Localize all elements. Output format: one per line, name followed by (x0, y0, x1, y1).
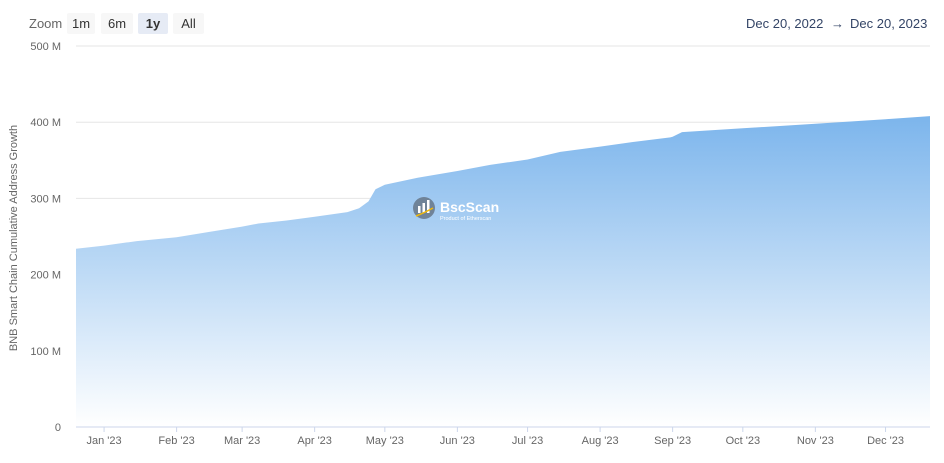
date-range-separator: → (831, 16, 844, 31)
zoom-button-label[interactable]: All (181, 16, 196, 31)
zoom-button-bg[interactable] (173, 13, 204, 34)
x-tick-label: Apr '23 (297, 435, 332, 447)
y-tick-label: 100 M (30, 346, 61, 358)
zoom-button-label[interactable]: 1y (146, 16, 161, 31)
y-tick-label: 400 M (30, 117, 61, 129)
logo-bar-2 (422, 203, 425, 213)
x-axis: Jan '23 Feb '23 Mar '23 Apr '23 May '23 Jun '… (87, 427, 904, 447)
bscscan-watermark: BscScan Product of Etherscan (413, 197, 499, 222)
x-tick-label: May '23 (366, 435, 404, 447)
y-tick-label: 0 (55, 422, 61, 434)
y-axis: 0 100 M 200 M 300 M 400 M 500 M (30, 41, 61, 434)
area-series (76, 116, 930, 427)
date-range: Dec 20, 2022 → Dec 20, 2023 (746, 16, 927, 31)
x-tick-label: Dec '23 (867, 435, 904, 447)
zoom-button-bg[interactable] (67, 13, 95, 34)
x-tick-label: Mar '23 (224, 435, 260, 447)
zoom-button-all[interactable]: All (173, 13, 204, 34)
x-tick-label: Jul '23 (512, 435, 543, 447)
zoom-button-6m[interactable]: 6m (101, 13, 133, 34)
watermark-subtitle: Product of Etherscan (440, 216, 491, 222)
zoom-button-label[interactable]: 1m (72, 16, 90, 31)
y-axis-title: BNB Smart Chain Cumulative Address Growt… (8, 125, 20, 351)
date-range-to[interactable]: Dec 20, 2023 (850, 16, 927, 31)
watermark-title: BscScan (440, 199, 499, 215)
logo-bar-3 (427, 200, 430, 213)
zoom-button-label[interactable]: 6m (108, 16, 126, 31)
x-tick-label: Jan '23 (87, 435, 122, 447)
logo-swoosh (415, 207, 434, 217)
x-tick-label: Jun '23 (440, 435, 475, 447)
zoom-button-1y[interactable]: 1y (138, 13, 168, 34)
logo-bar-1 (418, 206, 421, 213)
zoom-control: Zoom 1m 6m 1y All (29, 13, 204, 34)
date-range-from[interactable]: Dec 20, 2022 (746, 16, 823, 31)
zoom-buttons: 1m 6m 1y All (67, 13, 204, 34)
y-tick-label: 200 M (30, 270, 61, 282)
zoom-label: Zoom (29, 16, 62, 31)
x-tick-label: Aug '23 (582, 435, 619, 447)
zoom-button-bg[interactable] (101, 13, 133, 34)
x-tick-label: Feb '23 (158, 435, 194, 447)
y-tick-label: 500 M (30, 41, 61, 53)
x-tick-label: Nov '23 (797, 435, 834, 447)
plot-area (76, 116, 930, 427)
y-tick-label: 300 M (30, 193, 61, 205)
x-tick-label: Oct '23 (726, 435, 761, 447)
zoom-button-bg[interactable] (138, 13, 168, 34)
x-tick-label: Sep '23 (654, 435, 691, 447)
zoom-button-1m[interactable]: 1m (67, 13, 95, 34)
